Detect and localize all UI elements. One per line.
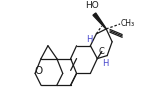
Text: O: O bbox=[34, 66, 42, 76]
Text: H: H bbox=[86, 35, 93, 44]
Text: CH₃: CH₃ bbox=[121, 19, 135, 29]
Text: H: H bbox=[102, 59, 109, 68]
Text: HO: HO bbox=[85, 1, 99, 10]
Polygon shape bbox=[93, 13, 106, 29]
Text: C: C bbox=[99, 47, 105, 56]
